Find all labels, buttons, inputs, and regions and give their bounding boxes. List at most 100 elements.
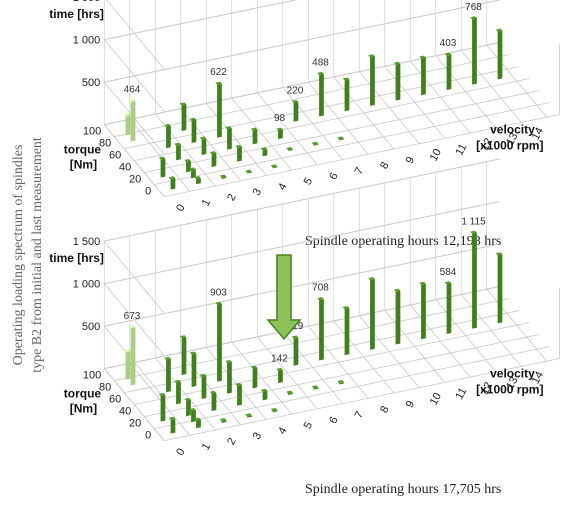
x-tick-label: 12 (479, 136, 495, 152)
bar-top (342, 77, 350, 81)
bar (260, 388, 268, 401)
z-tick-label: 1 500 (73, 0, 101, 4)
bar (164, 123, 171, 149)
x-tick-label: 11 (453, 142, 469, 158)
z-tick-label: 1 500 (73, 236, 101, 248)
floor-gridline (104, 42, 500, 126)
bar-top (270, 407, 278, 412)
bar (215, 301, 222, 382)
bar-front (497, 30, 503, 80)
data-label: 220 (287, 86, 304, 97)
bar-top (311, 385, 319, 389)
bar-front (176, 144, 181, 161)
y-tick-label: 20 (129, 174, 141, 186)
bar-top (123, 349, 131, 353)
x-tick-label: 11 (453, 386, 469, 402)
bar-top (194, 417, 201, 421)
bar (179, 335, 187, 375)
bar (189, 408, 196, 423)
bar-top (444, 52, 452, 56)
bar-top (291, 99, 299, 104)
floor-gridline (486, 288, 548, 362)
bar-front (339, 382, 344, 385)
x-tick-label: 1 (200, 197, 213, 208)
floor-gridline (307, 325, 369, 399)
bar-front (130, 327, 136, 386)
data-label: 622 (210, 67, 227, 78)
floor-gridline (384, 310, 446, 383)
x-tick-label: 2 (225, 192, 238, 203)
bar (194, 417, 201, 429)
bar (311, 385, 319, 390)
bar (225, 359, 232, 394)
floor-gridline (180, 352, 242, 426)
bar-top (128, 99, 136, 103)
z-axis-title: time [hrs] (49, 251, 104, 265)
bar (495, 252, 503, 324)
bar-top (189, 167, 196, 171)
bar (470, 16, 477, 85)
bar-top (189, 408, 196, 412)
x-tick-label: 4 (276, 425, 289, 436)
side-label: Operating loading spectrum of spindles t… (11, 137, 45, 373)
bar-front (497, 254, 503, 324)
bar (123, 349, 131, 380)
bar (219, 418, 227, 423)
bar-front (288, 149, 293, 152)
bar-front (262, 149, 268, 157)
x-tick-label: 7 (353, 165, 366, 176)
floor-gridline (103, 124, 165, 197)
bar (179, 102, 187, 131)
bar-front (166, 359, 171, 393)
bar (245, 413, 252, 418)
floor-gridline (144, 334, 540, 418)
bar (337, 136, 344, 141)
floor-gridline (154, 102, 550, 186)
bar-top (199, 136, 207, 140)
floor-gridline (384, 66, 446, 139)
left-wall-gridline (103, 283, 165, 356)
bar-top (184, 397, 191, 401)
x-tick-label: 5 (302, 176, 315, 187)
bar (128, 325, 136, 386)
bar-top (189, 117, 197, 121)
bar-front (272, 410, 278, 413)
bar-top (470, 230, 477, 234)
bar (219, 174, 227, 179)
y-tick-label: 40 (119, 406, 131, 418)
bar-top (174, 142, 181, 146)
bar (470, 230, 477, 329)
bar-top (368, 277, 375, 281)
y-tick-label: 0 (145, 186, 151, 198)
back-wall-gridline (104, 243, 500, 327)
bar-front (319, 299, 324, 361)
bar-top (164, 123, 171, 128)
x-tick-label: 12 (479, 380, 495, 396)
bar-front (252, 129, 258, 145)
bar-front (201, 375, 207, 399)
x-tick-label: 13 (504, 131, 520, 147)
bar (128, 99, 136, 142)
y-axis-title: torque (64, 143, 102, 157)
floor-gridline (333, 320, 395, 394)
bar-top (179, 102, 187, 106)
bar-front (421, 57, 426, 96)
floor-gridline (205, 103, 267, 176)
x-tick-label: 9 (404, 155, 417, 166)
floor-gridline (358, 71, 420, 144)
bar (168, 416, 176, 434)
bar-top (164, 356, 171, 360)
bar-top (393, 288, 401, 292)
bar (291, 99, 299, 122)
x-tick-label: 10 (428, 391, 444, 407)
bar-front (278, 129, 283, 140)
bar (286, 147, 293, 152)
left-wall-gridline (103, 39, 165, 112)
bar-top (368, 54, 375, 58)
floor-gridline (114, 54, 510, 138)
bar-top (168, 416, 176, 420)
bar-top (311, 141, 319, 145)
y-tick-label: 60 (109, 394, 121, 406)
bar (174, 379, 181, 405)
